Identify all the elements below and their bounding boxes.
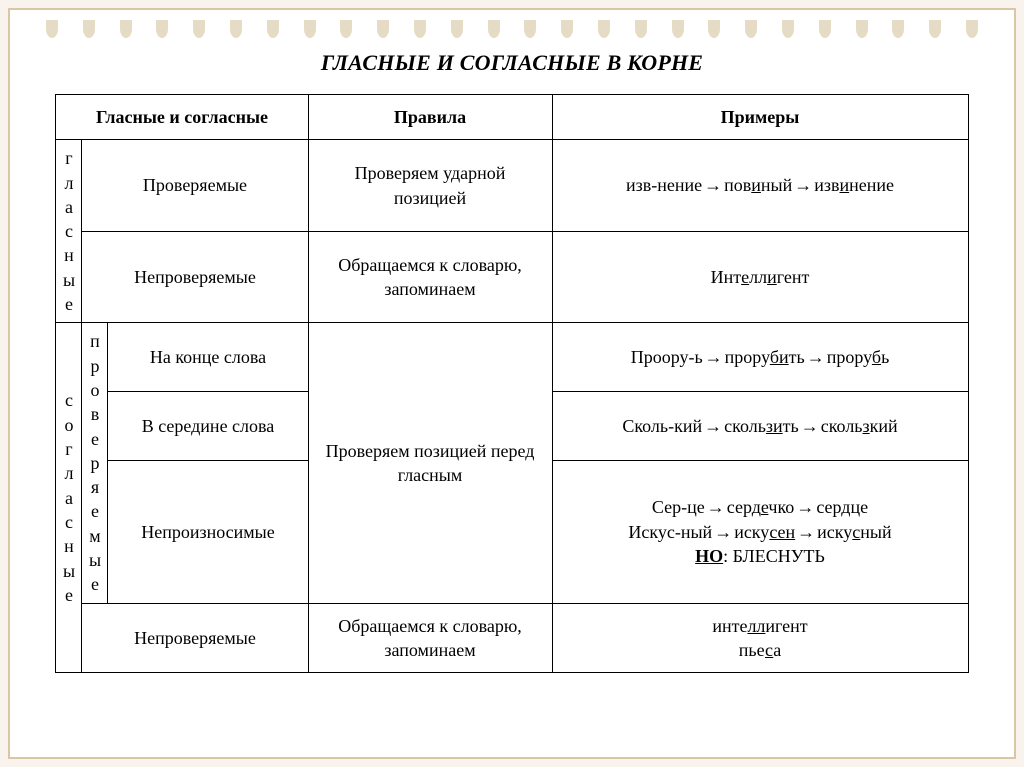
table-header-row: Гласные и согласные Правила Примеры: [56, 95, 968, 140]
rule-cell: Проверяем позицией перед гласным: [308, 323, 552, 603]
table-row: гласные Проверяемые Проверяем ударной по…: [56, 140, 968, 232]
header-col2: Правила: [308, 95, 552, 140]
type-cell: Непроизносимые: [108, 461, 308, 604]
type-cell: В середине слова: [108, 392, 308, 461]
rule-cell: Проверяем ударной позицией: [308, 140, 552, 232]
rule-cell: Обращаемся к словарю, запоминаем: [308, 231, 552, 323]
header-col1: Гласные и согласные: [56, 95, 308, 140]
example-cell: изв-нение→повиный→извинение: [552, 140, 968, 232]
vertical-label-soglasnye: согласные: [56, 323, 82, 673]
vertical-label-proveryaemye: проверяемые: [82, 323, 108, 603]
rules-table: Гласные и согласные Правила Примеры глас…: [55, 94, 968, 673]
table-row: Непроверяемые Обращаемся к словарю, запо…: [56, 603, 968, 673]
header-col3: Примеры: [552, 95, 968, 140]
example-cell: интеллигент пьеса: [552, 603, 968, 673]
table-row: Непроверяемые Обращаемся к словарю, запо…: [56, 231, 968, 323]
example-cell: Сколь-кий→скользить→скользкий: [552, 392, 968, 461]
notebook-fringe: [46, 20, 978, 38]
type-cell: Непроверяемые: [82, 603, 308, 673]
type-cell: Непроверяемые: [82, 231, 308, 323]
paper-frame: ГЛАСНЫЕ И СОГЛАСНЫЕ В КОРНЕ Гласные и со…: [8, 8, 1016, 759]
type-cell: На конце слова: [108, 323, 308, 392]
type-cell: Проверяемые: [82, 140, 308, 232]
example-cell: Проору-ь→прорубить→прорубь: [552, 323, 968, 392]
page-title: ГЛАСНЫЕ И СОГЛАСНЫЕ В КОРНЕ: [10, 50, 1014, 76]
table-row: согласные проверяемые На конце слова Про…: [56, 323, 968, 392]
example-cell: Интеллигент: [552, 231, 968, 323]
vertical-label-glasnye: гласные: [56, 140, 82, 323]
rule-cell: Обращаемся к словарю, запоминаем: [308, 603, 552, 673]
example-cell: Сер-це→сердечко→сердце Искус-ный→искусен…: [552, 461, 968, 604]
